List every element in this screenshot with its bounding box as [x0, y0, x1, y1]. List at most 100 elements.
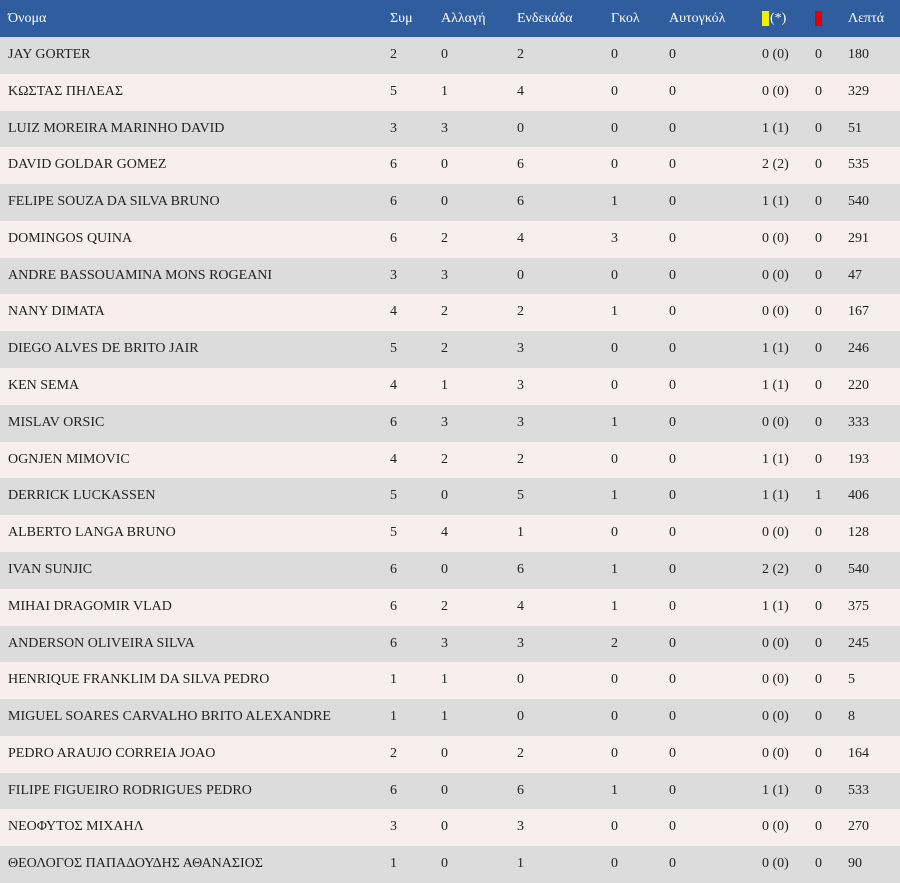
stat-cell: 3: [390, 120, 397, 136]
stat-cell: 1: [611, 561, 618, 577]
stat-cell: 0: [517, 120, 524, 136]
stat-cell: 2: [517, 47, 524, 62]
stat-cell: 3: [390, 267, 397, 283]
stat-cell: 1: [611, 304, 618, 320]
stat-cell: 540: [848, 561, 869, 577]
stat-cell: 0: [815, 525, 822, 541]
header-cell: Λεπτά: [848, 11, 885, 26]
stat-cell: 0: [669, 745, 676, 761]
stat-cell: 0: [815, 47, 822, 62]
table-row: HENRIQUE FRANKLIM DA SILVA PEDRO 1 1 0 0 0 0 (…: [0, 662, 900, 700]
player-name: FELIPE SOUZA DA SILVA BRUNO: [8, 194, 220, 210]
header-cell: Συμ: [390, 11, 413, 26]
header-cell: Γκολ: [611, 11, 640, 26]
stat-cell: 3: [441, 120, 448, 136]
stat-cell: 1: [517, 856, 524, 872]
stat-cell: 0: [669, 709, 676, 725]
stat-cell: 6: [390, 414, 397, 430]
stat-cell: 0: [815, 745, 822, 761]
stat-cell: 6: [390, 230, 397, 246]
player-name: DAVID GOLDAR GOMEZ: [8, 157, 167, 173]
stat-cell: 167: [848, 304, 869, 320]
stat-cell: 0: [815, 598, 822, 614]
table-row: PEDRO ARAUJO CORREIA JOAO 2 0 2 0 0 0 (0) 0 164: [0, 735, 900, 773]
stat-cell: 3: [517, 635, 524, 651]
stat-cell: 0: [669, 782, 676, 798]
stat-cell: 0: [611, 745, 618, 761]
stat-cell: 5: [390, 488, 397, 504]
stat-cell: 329: [848, 83, 869, 99]
stat-cell: 0 (0): [762, 635, 789, 651]
player-name: NANY DIMATA: [8, 304, 105, 320]
stat-cell: 0 (0): [762, 672, 789, 688]
stat-cell: 0: [669, 194, 676, 210]
stat-cell: 0: [611, 83, 618, 99]
player-name: DOMINGOS QUINA: [8, 230, 133, 246]
table-row: KEN SEMA 4 1 3 0 0 1 (1) 0 220: [0, 368, 900, 405]
stat-cell: 0: [669, 672, 676, 688]
stat-cell: 0: [815, 304, 822, 320]
stat-cell: 406: [848, 488, 869, 504]
stat-cell: 0: [815, 672, 822, 688]
stat-cell: 0: [441, 194, 448, 210]
stat-cell: 2: [441, 598, 448, 614]
stat-cell: 1 (1): [762, 341, 789, 357]
player-name: MIGUEL SOARES CARVALHO BRITO ALEXANDRE: [8, 709, 331, 725]
stat-cell: 3: [441, 414, 448, 430]
stat-cell: 0: [815, 120, 822, 136]
stat-cell: 0: [441, 856, 448, 872]
stat-cell: 90: [848, 856, 862, 872]
stat-cell: 291: [848, 230, 869, 246]
stat-cell: 1 (1): [762, 194, 789, 210]
stat-cell: 1 (1): [762, 120, 789, 136]
stat-cell: 51: [848, 120, 862, 136]
table-row: NANY DIMATA 4 2 2 1 0 0 (0) 0 167: [0, 294, 900, 332]
stat-cell: 1: [390, 856, 397, 872]
stat-cell: 180: [848, 47, 869, 62]
stat-cell: 2: [611, 635, 618, 651]
stat-cell: 0: [611, 525, 618, 541]
stat-cell: 0: [815, 414, 822, 430]
stat-cell: 0: [669, 120, 676, 136]
stat-cell: 540: [848, 194, 869, 210]
red-card-icon: [815, 11, 822, 26]
stat-cell: 6: [390, 561, 397, 577]
stat-cell: 2: [390, 47, 397, 62]
header-cell: Αλλαγή: [441, 11, 486, 26]
stat-cell: 375: [848, 598, 869, 614]
table-row: JAY GORTER 2 0 2 0 0 0 (0) 0 180: [0, 37, 900, 74]
stat-cell: 0: [611, 451, 618, 467]
stat-cell: 3: [517, 378, 524, 394]
table-row: FILIPE FIGUEIRO RODRIGUES PEDRO 6 0 6 1 0 1 (1…: [0, 772, 900, 810]
player-name: KEN SEMA: [8, 378, 80, 394]
stat-cell: 1: [390, 709, 397, 725]
stat-cell: 0: [669, 378, 676, 394]
stat-cell: 0 (0): [762, 267, 789, 283]
stat-cell: 6: [517, 782, 524, 798]
stat-cell: 0: [815, 194, 822, 210]
stat-cell: 6: [517, 194, 524, 210]
table-row: MIHAI DRAGOMIR VLAD 6 2 4 1 0 1 (1) 0 375: [0, 588, 900, 626]
stat-cell: 0: [815, 230, 822, 246]
stat-cell: 0: [669, 230, 676, 246]
stat-cell: 5: [848, 672, 855, 688]
stat-cell: 1: [611, 598, 618, 614]
header-cell: Ενδεκάδα: [517, 11, 573, 26]
stat-cell: 0: [669, 525, 676, 541]
stat-cell: 0: [611, 157, 618, 173]
stat-cell: 0: [669, 635, 676, 651]
stat-cell: 0 (0): [762, 525, 789, 541]
stat-cell: 6: [390, 157, 397, 173]
table-row: LUIZ MOREIRA MARINHO DAVID 3 3 0 0 0 1 (1) 0 51: [0, 110, 900, 148]
stat-cell: 0: [815, 83, 822, 99]
stat-cell: 6: [390, 194, 397, 210]
table-row: MIGUEL SOARES CARVALHO BRITO ALEXANDRE 1 1…: [0, 699, 900, 736]
stat-cell: 220: [848, 378, 869, 394]
table-row: OGNJEN MIMOVIC 4 2 2 0 0 1 (1) 0 193: [0, 441, 900, 479]
stat-cell: 2 (2): [762, 157, 789, 173]
stat-cell: 246: [848, 341, 869, 357]
stat-cell: 3: [517, 341, 524, 357]
stat-cell: 2: [517, 304, 524, 320]
stat-cell: 0: [815, 819, 822, 835]
